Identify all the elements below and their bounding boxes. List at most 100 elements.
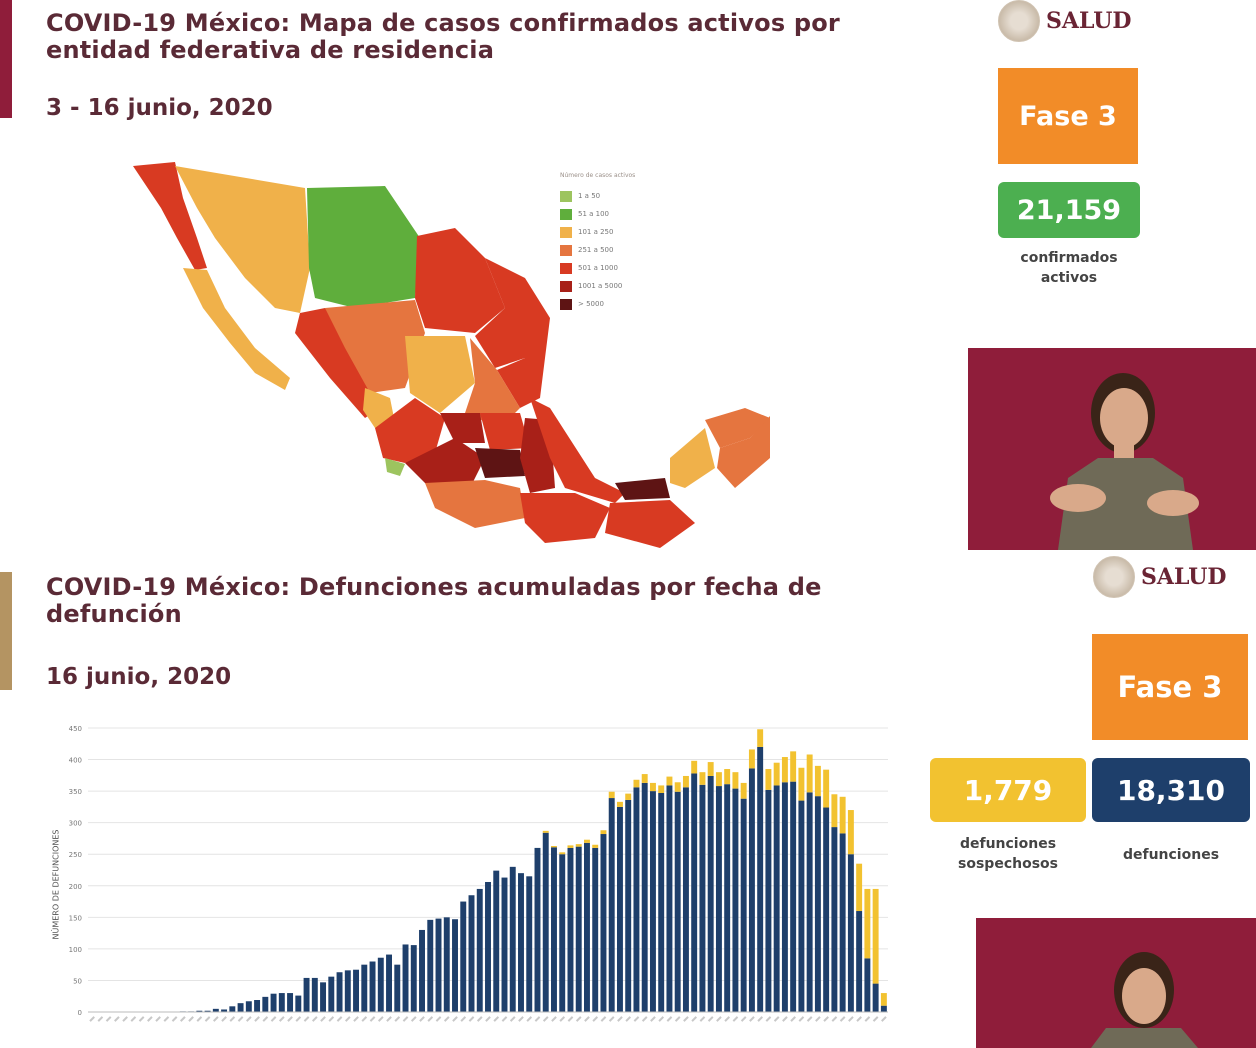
bar-defunciones	[641, 782, 648, 1012]
bar-defunciones-sospechosos	[872, 888, 879, 984]
bar-defunciones-sospechosos	[773, 762, 780, 786]
x-tick-mark	[707, 1016, 714, 1022]
x-tick-mark	[509, 1016, 516, 1022]
x-tick-mark	[171, 1016, 178, 1022]
x-tick-mark	[518, 1016, 524, 1022]
slide2-title: COVID-19 México: Defunciones acumuladas …	[46, 574, 822, 628]
bar-defunciones	[575, 846, 582, 1012]
x-tick-mark	[278, 1016, 285, 1022]
legend-item: 251 a 500	[560, 241, 720, 259]
x-tick-mark	[881, 1016, 887, 1022]
x-tick-mark	[716, 1016, 722, 1022]
x-tick-mark	[476, 1016, 483, 1022]
bar-defunciones-sospechosos	[542, 830, 549, 833]
bar-defunciones	[196, 1010, 203, 1012]
bar-defunciones	[773, 785, 780, 1012]
seal-icon	[1093, 556, 1135, 598]
bar-defunciones-sospechosos	[880, 993, 887, 1006]
bar-defunciones	[584, 842, 590, 1012]
x-tick-mark	[575, 1016, 582, 1022]
x-tick-mark	[691, 1016, 698, 1022]
bar-defunciones	[699, 784, 706, 1012]
x-tick-mark	[122, 1016, 128, 1022]
bar-defunciones-sospechosos	[757, 729, 764, 747]
bar-defunciones	[427, 919, 434, 1012]
bar-defunciones	[509, 866, 516, 1012]
x-tick-mark	[138, 1016, 145, 1022]
active-caption-line2: activos	[1040, 270, 1098, 286]
bar-defunciones-sospechosos	[649, 782, 656, 792]
bar-defunciones	[633, 787, 640, 1012]
legend-item: 101 a 250	[560, 223, 720, 241]
suspected-caption-line2: sospechosos	[958, 856, 1058, 872]
bar-defunciones-sospechosos	[732, 772, 739, 789]
bar-defunciones-sospechosos	[839, 796, 846, 834]
x-tick-mark	[699, 1016, 706, 1022]
bar-defunciones	[674, 791, 681, 1012]
active-count-badge: 21,159	[998, 182, 1140, 238]
x-tick-mark	[320, 1016, 326, 1022]
bar-defunciones	[691, 773, 698, 1012]
x-tick-mark	[460, 1016, 467, 1022]
x-tick-mark	[303, 1016, 310, 1022]
y-tick-label: 0	[78, 1009, 82, 1017]
map-state-zacatecas	[405, 336, 475, 413]
x-tick-mark	[534, 1016, 541, 1022]
bar-defunciones	[336, 972, 343, 1012]
bar-defunciones	[831, 827, 838, 1012]
x-tick-mark	[295, 1016, 302, 1022]
bar-defunciones	[278, 993, 285, 1012]
x-tick-mark	[336, 1016, 343, 1022]
x-tick-mark	[625, 1016, 632, 1022]
bar-defunciones-sospechosos	[781, 757, 788, 783]
legend-swatch	[560, 298, 572, 310]
slide1-accent-bar	[0, 0, 12, 118]
bar-defunciones-sospechosos	[806, 754, 813, 793]
bar-defunciones	[452, 919, 458, 1012]
x-tick-mark	[872, 1016, 879, 1022]
map-state-queretaro-hidalgo	[480, 413, 530, 450]
bar-defunciones	[715, 786, 722, 1012]
seal-icon	[998, 0, 1040, 42]
x-tick-mark	[724, 1016, 731, 1022]
x-tick-mark	[765, 1016, 772, 1022]
map-state-baja-california	[133, 162, 207, 270]
bar-defunciones	[625, 799, 632, 1012]
x-tick-mark	[683, 1016, 689, 1022]
mexico-map	[133, 162, 770, 548]
bar-defunciones-sospechosos	[765, 769, 772, 790]
bar-defunciones-sospechosos	[674, 782, 681, 792]
map-state-veracruz	[530, 398, 625, 503]
bar-defunciones	[311, 977, 318, 1012]
map-state-nuevo-leon	[475, 258, 525, 368]
bar-defunciones	[237, 1003, 244, 1012]
bar-defunciones	[839, 833, 846, 1012]
x-tick-mark	[493, 1016, 500, 1022]
bar-defunciones-sospechosos	[831, 794, 838, 828]
y-tick-label: 300	[69, 820, 82, 828]
logo-text: SALUD	[1046, 8, 1132, 34]
phase-label: Fase 3	[1019, 100, 1117, 132]
x-tick-mark	[369, 1016, 376, 1022]
x-tick-mark	[254, 1016, 260, 1022]
map-state-colima	[385, 458, 405, 476]
bar-defunciones-sospechosos	[584, 839, 590, 843]
interpreter-video-1	[968, 348, 1256, 550]
x-tick-mark	[245, 1016, 252, 1022]
bar-defunciones	[320, 982, 327, 1012]
x-tick-mark	[452, 1016, 458, 1022]
bar-defunciones	[806, 792, 813, 1012]
bar-defunciones-sospechosos	[658, 785, 665, 794]
x-tick-mark	[377, 1016, 384, 1022]
legend-range: 501 a 1000	[578, 264, 618, 272]
logo-text: SALUD	[1141, 564, 1227, 590]
map-state-baja-california-sur	[183, 268, 290, 390]
x-tick-mark	[740, 1016, 747, 1022]
bar-defunciones	[460, 901, 467, 1012]
x-tick-mark	[757, 1016, 763, 1022]
bar-defunciones	[262, 996, 269, 1012]
x-tick-mark	[633, 1016, 640, 1022]
bar-defunciones	[526, 876, 533, 1012]
bar-defunciones	[328, 976, 335, 1012]
bar-defunciones-sospechosos	[847, 810, 854, 855]
